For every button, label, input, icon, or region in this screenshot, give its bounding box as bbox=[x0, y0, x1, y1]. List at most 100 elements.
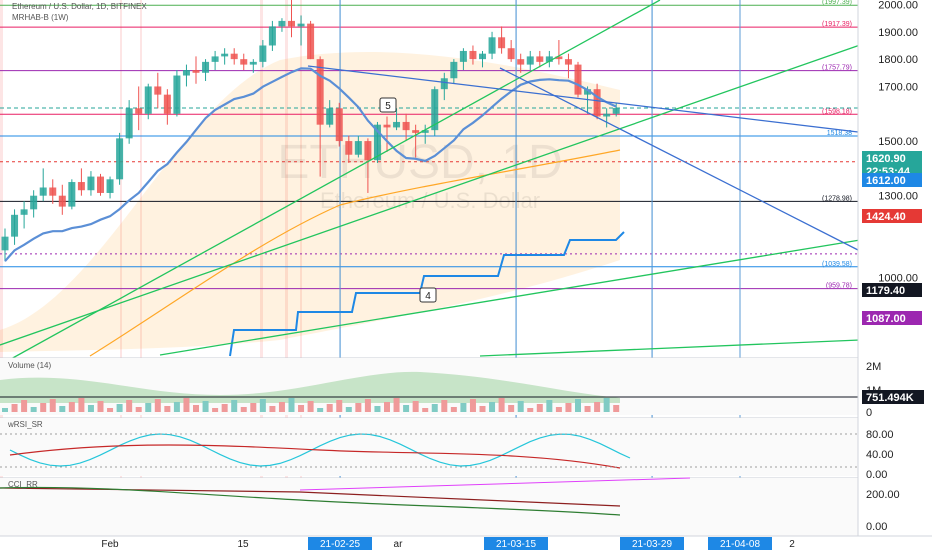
price-tick-label: 1300.00 bbox=[878, 191, 918, 203]
volume-bar bbox=[345, 407, 352, 412]
time-tag bbox=[308, 537, 372, 550]
red-session-band bbox=[140, 0, 142, 540]
price-tag bbox=[862, 283, 922, 297]
candle-body bbox=[297, 23, 305, 27]
price-tick-label: 1900.00 bbox=[878, 27, 918, 39]
volume-bar bbox=[173, 402, 180, 412]
candle-body bbox=[593, 89, 601, 117]
candle-body bbox=[182, 70, 190, 76]
candle-body bbox=[58, 195, 66, 207]
volume-bar bbox=[584, 406, 591, 412]
candlesticks bbox=[1, 0, 620, 262]
candle-body bbox=[135, 108, 143, 114]
volume-bar bbox=[536, 404, 543, 412]
level-label: (1917.39) bbox=[822, 21, 852, 28]
candle-body bbox=[412, 130, 420, 133]
volume-bar bbox=[498, 398, 505, 412]
rsi-tick-label: 40.00 bbox=[866, 449, 894, 461]
trendline bbox=[479, 339, 861, 357]
price-tag-label: 1620.90 bbox=[866, 153, 906, 165]
volume-bar bbox=[603, 398, 610, 412]
volume-bar bbox=[11, 404, 18, 412]
volume-bar bbox=[250, 403, 257, 412]
candle-body bbox=[574, 64, 582, 95]
volume-bar bbox=[288, 398, 295, 412]
volume-bar bbox=[221, 404, 228, 412]
volume-tick-label: 0 bbox=[866, 407, 872, 419]
cci-tick-label: 200.00 bbox=[866, 489, 900, 501]
volume-bar bbox=[259, 399, 266, 412]
moving-average-line bbox=[4, 67, 617, 262]
candle-body bbox=[97, 176, 104, 193]
time-tick-label: 21-02-25 bbox=[320, 539, 360, 550]
candle-body bbox=[39, 187, 47, 196]
candle-body bbox=[154, 86, 162, 95]
volume-bar bbox=[240, 407, 247, 412]
volume-bar bbox=[555, 407, 562, 412]
rsi-signal-line bbox=[9, 444, 621, 469]
candle-body bbox=[584, 89, 592, 95]
volume-tag-label: 751.494K bbox=[866, 392, 914, 404]
candle-body bbox=[564, 59, 572, 65]
volume-bar bbox=[135, 407, 142, 412]
volume-bar bbox=[384, 402, 390, 412]
level-label: (1997.39) bbox=[822, 0, 852, 6]
candle-body bbox=[326, 108, 334, 125]
volume-bar bbox=[278, 402, 285, 412]
volume-pane-label: Volume (14) bbox=[8, 361, 52, 370]
price-axis: 2100.002000.001900.001800.001700.001500.… bbox=[857, 0, 932, 550]
volume-bar bbox=[546, 400, 553, 412]
candle-body bbox=[440, 78, 448, 90]
volume-bar bbox=[164, 406, 171, 412]
pane-background bbox=[0, 358, 858, 415]
trendlines[interactable]: 54 bbox=[0, 0, 861, 366]
candle-body bbox=[507, 48, 515, 60]
volume-bar bbox=[202, 401, 209, 412]
rsi-tick-label: 80.00 bbox=[866, 429, 894, 441]
candle-body bbox=[555, 56, 563, 60]
price-tick-label: 1000.00 bbox=[878, 273, 918, 285]
volume-bar bbox=[298, 405, 305, 412]
rsi-line bbox=[9, 433, 631, 467]
volume-bar bbox=[403, 405, 410, 412]
cci-slow-line bbox=[0, 487, 621, 507]
volume-bar bbox=[21, 400, 28, 412]
candle-body bbox=[230, 53, 238, 60]
candle-body bbox=[469, 50, 477, 60]
candle-body bbox=[30, 195, 38, 210]
volume-bar bbox=[78, 398, 85, 412]
volume-bar bbox=[469, 399, 476, 412]
candle-body bbox=[393, 121, 401, 128]
indicator-panes bbox=[0, 357, 932, 536]
red-session-band bbox=[285, 0, 288, 540]
candle-body bbox=[517, 59, 525, 65]
volume-bar bbox=[326, 404, 333, 412]
level-label: (1757.79) bbox=[822, 65, 852, 72]
price-tag-label: 1087.00 bbox=[866, 313, 906, 325]
time-tick-label: 15 bbox=[237, 539, 249, 550]
volume-bar bbox=[193, 405, 199, 412]
rsi-tick-label: 0.00 bbox=[866, 469, 887, 481]
candle-body bbox=[479, 53, 486, 60]
volume-bar bbox=[116, 404, 123, 412]
time-tick-label: 2 bbox=[789, 539, 795, 550]
candle-body bbox=[268, 26, 276, 46]
time-tag bbox=[620, 537, 684, 550]
candle-body bbox=[20, 209, 28, 215]
candle-body bbox=[335, 108, 343, 142]
volume-bar bbox=[30, 407, 37, 412]
volume-bar bbox=[441, 400, 448, 412]
volume-bar bbox=[145, 403, 152, 412]
candle-body bbox=[202, 61, 210, 73]
candle-body bbox=[173, 75, 181, 114]
volume-bar bbox=[374, 406, 381, 412]
pane-background bbox=[0, 418, 858, 476]
volume-bar bbox=[412, 401, 419, 412]
candle-body bbox=[612, 108, 620, 114]
time-tick-label: 21-03-15 bbox=[496, 539, 536, 550]
price-tag-label: 1612.00 bbox=[866, 175, 906, 187]
candle-body bbox=[163, 94, 171, 114]
volume-bar bbox=[183, 398, 190, 412]
